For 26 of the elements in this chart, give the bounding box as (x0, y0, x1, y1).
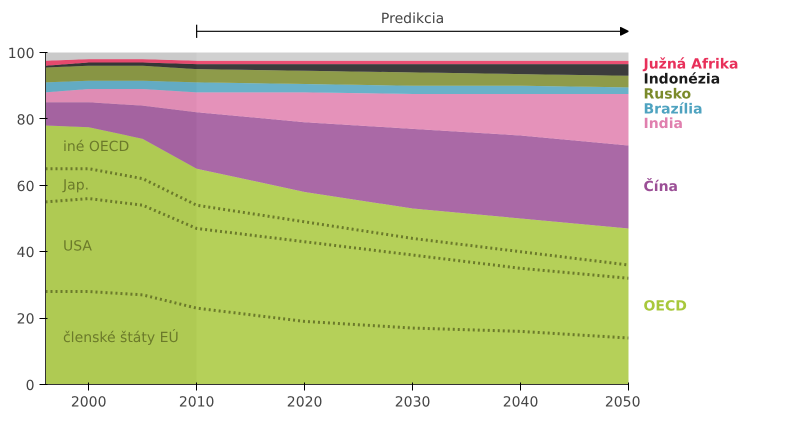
series-label: OECD (644, 298, 687, 314)
series-label: Čína (644, 178, 678, 195)
x-tick-label: 2050 (604, 394, 641, 410)
annotation: USA (62, 238, 92, 255)
series-label: India (644, 116, 683, 132)
y-tick-label: 20 (16, 312, 35, 328)
x-tick-label: 2000 (70, 394, 107, 410)
series-label: Indonézia (644, 71, 720, 88)
line-series (46, 167, 628, 266)
y-tick-label: 100 (8, 46, 35, 62)
x-tick-label: 2030 (394, 394, 430, 410)
x-tick-label: 2040 (502, 394, 538, 410)
annotation: členské štáty EÚ (62, 329, 179, 346)
line-series (46, 197, 628, 280)
x-tick-label: 2020 (286, 394, 322, 410)
series-label: Rusko (644, 86, 692, 102)
series-label: Južná Afrika (642, 56, 738, 72)
y-tick-label: 40 (16, 245, 35, 262)
annotation: Jap. (62, 177, 90, 194)
y-tick-label: 0 (26, 378, 35, 394)
series-label: Brazília (644, 101, 703, 118)
y-tick-label: 60 (16, 178, 35, 195)
annotation: iné OECD (62, 139, 130, 156)
band-label: Predikcia (380, 10, 444, 27)
y-tick-label: 80 (16, 112, 35, 128)
x-tick-label: 2010 (178, 394, 214, 410)
